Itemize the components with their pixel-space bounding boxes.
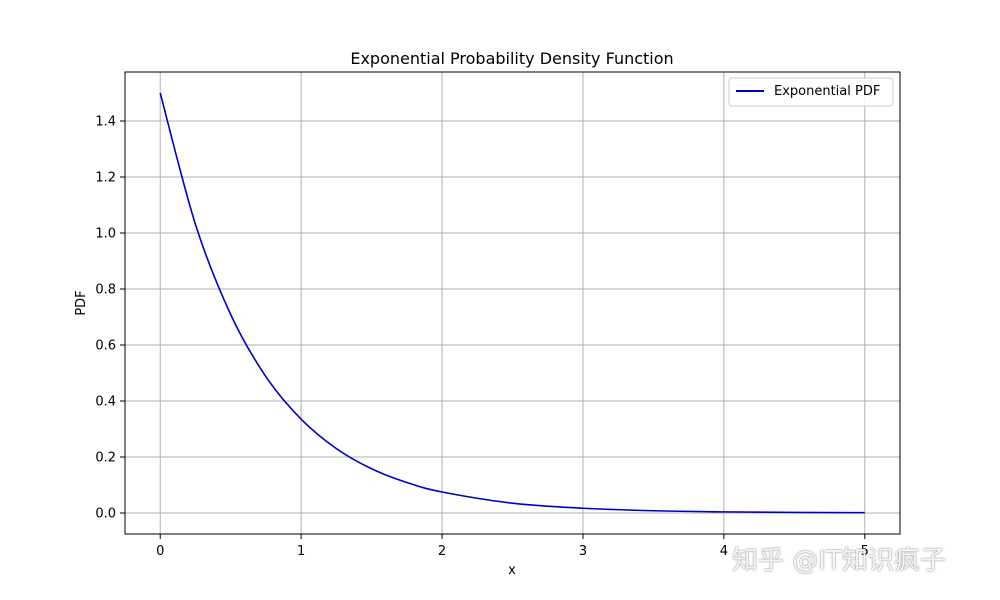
x-tick-label: 3 <box>579 544 587 559</box>
x-tick-label: 0 <box>156 544 164 559</box>
y-axis-title: PDF <box>74 290 89 315</box>
y-tick-label: 0.8 <box>95 283 116 298</box>
plot-frame <box>124 71 901 535</box>
legend-label: Exponential PDF <box>774 84 880 99</box>
grid <box>125 72 900 534</box>
y-tick-label: 1.0 <box>95 227 116 242</box>
y-tick-label: 0.4 <box>95 395 116 410</box>
y-tick-label: 0.2 <box>95 451 116 466</box>
x-tick-label: 4 <box>720 544 728 559</box>
x-tick-label: 2 <box>438 544 446 559</box>
series-line-0 <box>159 92 865 514</box>
chart-title: Exponential Probability Density Function <box>350 49 673 68</box>
legend: Exponential PDF <box>728 77 894 107</box>
plot-area <box>125 72 900 534</box>
y-tick-label: 1.2 <box>95 171 116 186</box>
x-axis-title: x <box>508 563 516 578</box>
x-tick-label: 5 <box>861 544 869 559</box>
y-tick-label: 0.6 <box>95 339 116 354</box>
legend-box <box>728 77 894 107</box>
y-tick-label: 0.0 <box>95 507 116 522</box>
series-layer <box>159 92 865 514</box>
ticks: 0 1 2 3 4 5 0.0 0.2 0.4 0.6 0.8 1.0 1.2 1.4 <box>95 115 869 560</box>
watermark: 知乎 @IT知识疯子 <box>732 546 946 576</box>
y-tick-label: 1.4 <box>95 115 116 130</box>
x-tick-label: 1 <box>297 544 305 559</box>
